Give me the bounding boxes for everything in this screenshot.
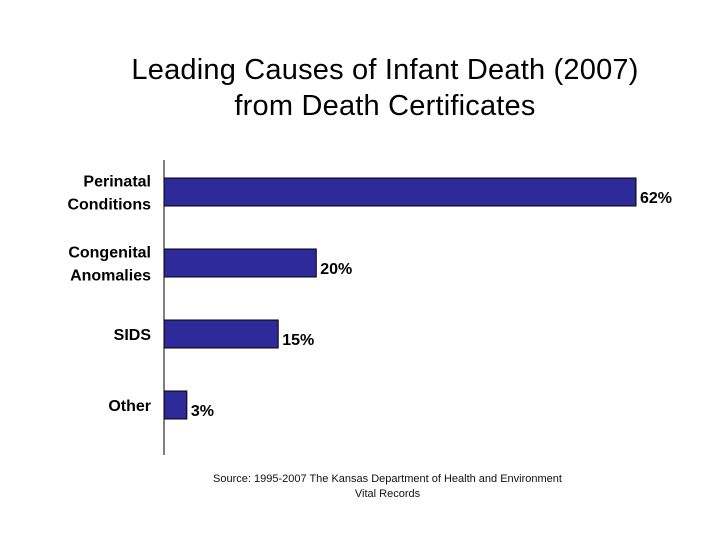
data-label: 3%: [191, 403, 214, 420]
data-label: 62%: [640, 190, 672, 207]
bar-chart: 62% Perinatal Conditions 20% Congenital Anoma…: [67, 160, 672, 455]
bar: [163, 390, 188, 420]
source-note: Source: 1995-2007 The Kansas Department …: [195, 472, 580, 502]
data-label: 20%: [320, 261, 352, 278]
category-label: Conditions: [67, 197, 151, 214]
source-line-1: Source: 1995-2007 The Kansas Department …: [213, 473, 562, 485]
category-label: Congenital: [68, 245, 151, 262]
category-label: SIDS: [114, 327, 152, 344]
category-label: Other: [108, 398, 151, 415]
title-line-1: Leading Causes of Infant Death (2007): [131, 54, 639, 86]
bar: [163, 177, 637, 207]
bar: [163, 248, 317, 278]
source-line-2: Vital Records: [354, 488, 421, 500]
bar: [163, 319, 279, 349]
category-label: Perinatal: [83, 174, 151, 191]
data-label: 15%: [282, 332, 314, 349]
category-label: Anomalies: [70, 268, 151, 285]
chart-title: Leading Causes of Infant Death (2007) fr…: [0, 52, 720, 124]
title-line-2: from Death Certificates: [234, 90, 536, 122]
